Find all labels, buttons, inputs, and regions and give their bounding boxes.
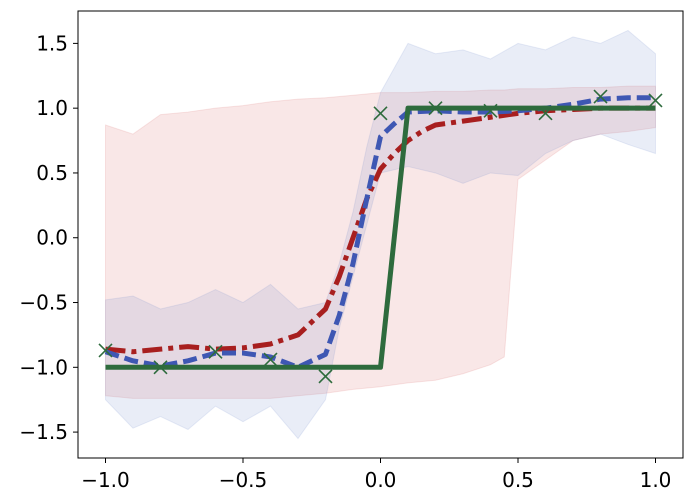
y-axis-ticks: −1.5 −1.0 −0.5 0.0 0.5 1.0 1.5: [19, 31, 78, 444]
x-tick-label: −0.5: [219, 468, 268, 492]
sample-marker: [648, 93, 663, 108]
series-line-dash-dot: [105, 105, 656, 355]
series-line-solid: [105, 105, 656, 370]
x-tick-label: −1.0: [81, 468, 130, 492]
sample-marker: [263, 352, 278, 367]
x-tick-label: 0.0: [365, 468, 397, 492]
sample-markers: [98, 89, 663, 384]
x-axis-ticks: −1.0 −0.5 0.0 0.5 1.0: [81, 458, 671, 492]
confidence-band-1: [105, 85, 656, 399]
sample-marker: [208, 344, 223, 359]
y-tick-label: 0.0: [36, 226, 68, 250]
sample-marker: [593, 89, 608, 104]
y-tick-label: 1.5: [36, 31, 68, 55]
y-tick-label: 0.5: [36, 161, 68, 185]
y-tick-label: 1.0: [36, 96, 68, 120]
y-tick-label: −0.5: [19, 291, 68, 315]
sample-marker: [428, 101, 443, 116]
sample-marker: [538, 106, 553, 121]
x-tick-label: 0.5: [502, 468, 534, 492]
sample-marker: [153, 360, 168, 375]
confidence-band-2: [105, 29, 656, 440]
x-tick-label: 1.0: [640, 468, 672, 492]
data-series: [104, 95, 656, 370]
sample-marker: [373, 106, 388, 121]
confidence-bands: [105, 29, 656, 440]
sample-marker: [483, 103, 498, 118]
sample-marker: [98, 343, 113, 358]
y-tick-label: −1.5: [19, 420, 68, 444]
y-tick-label: −1.0: [19, 355, 68, 379]
sample-marker: [318, 369, 333, 384]
